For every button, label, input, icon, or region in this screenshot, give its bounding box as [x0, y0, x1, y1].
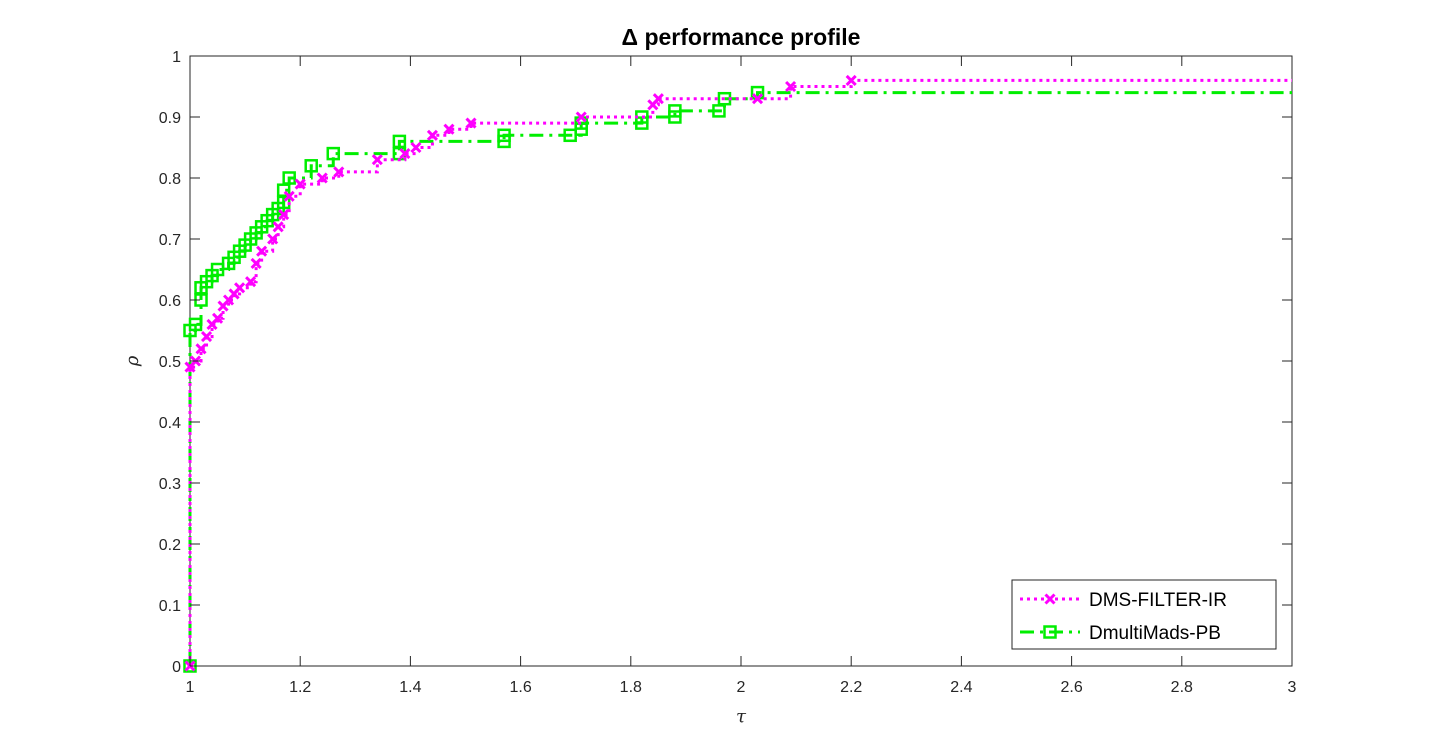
chart-title: Δ performance profile [622, 24, 861, 50]
series-0-point-stroke-b [256, 245, 268, 257]
legend-swatch-marker-stroke-b [1044, 593, 1056, 605]
series-0-point-stroke-b [267, 233, 279, 245]
x-tick-label: 2.6 [1060, 679, 1082, 696]
series-0-point [294, 178, 306, 190]
series-0-point [250, 257, 262, 269]
series-0-point [211, 312, 224, 324]
series-0-point-stroke-b [410, 141, 422, 154]
series-0-point-stroke-b [575, 111, 587, 123]
series-0-point-stroke-b [333, 166, 345, 178]
y-tick-label: 0.5 [159, 354, 181, 371]
series-0-point-stroke-b [316, 172, 328, 184]
series-0-point [652, 93, 664, 105]
series-1-point [497, 128, 511, 143]
series-0-point-stroke-b [200, 331, 213, 343]
series-0-point-stroke-b [751, 93, 764, 105]
series-0 [184, 74, 1292, 672]
y-tick-label: 0 [172, 659, 181, 676]
series-0-point-stroke-b [443, 123, 455, 135]
series-0-point-stroke-b [195, 343, 207, 355]
series-layer [183, 74, 1292, 673]
series-line-0 [188, 78, 1292, 666]
x-tick-label: 1.8 [620, 679, 642, 696]
series-0-point-stroke-b [283, 190, 295, 202]
series-0-point [426, 129, 439, 141]
series-0-point [575, 111, 587, 123]
y-tick-label: 0.2 [159, 537, 181, 554]
x-tick-label: 1.2 [289, 679, 311, 696]
series-1-point [668, 104, 682, 118]
series-0-point-stroke-b [371, 154, 383, 166]
x-axis-label: τ [736, 706, 747, 727]
series-0-point [272, 221, 284, 233]
y-tick-label: 0.7 [159, 232, 181, 249]
legend: DMS-FILTER-IR DmultiMads-PB [1011, 579, 1277, 650]
legend-label: DMS-FILTER-IR [1089, 590, 1227, 611]
series-1-point [188, 317, 203, 332]
series-0-point-stroke-b [426, 129, 439, 141]
y-tick-label: 0.1 [159, 598, 181, 615]
legend-swatch-marker [1044, 593, 1056, 605]
y-axis-label: ρ [122, 355, 143, 367]
x-tick-label: 1 [186, 679, 195, 696]
series-0-point [410, 141, 422, 154]
series-0-point [195, 343, 207, 355]
x-tick-label: 1.4 [399, 679, 421, 696]
series-1-point [326, 146, 341, 161]
x-tick-label: 2.2 [840, 679, 862, 696]
series-0-point-stroke-b [785, 80, 797, 93]
x-tick-label: 2 [737, 679, 746, 696]
series-0-point [256, 245, 268, 257]
legend-entry-1: DmultiMads-PB [1020, 623, 1221, 644]
axes-box [189, 55, 1293, 667]
y-tick-label: 0.9 [159, 110, 181, 127]
series-0-point [371, 154, 383, 166]
y-tick-label: 0.8 [159, 171, 181, 188]
y-tick-label: 1 [172, 49, 181, 66]
legend-label: DmultiMads-PB [1089, 623, 1221, 644]
series-0-point-stroke-b [465, 117, 477, 129]
series-0-point-stroke-b [272, 221, 284, 233]
series-0-point [333, 166, 345, 178]
series-0-point-stroke-b [245, 276, 257, 288]
series-0-point [234, 282, 246, 294]
series-0-point [399, 148, 411, 160]
plot-area: 1 1.2 1.4 1.6 1.8 2 2.2 2.4 2.6 2.8 3 0 0.1 0.2 0.3 0.4… [159, 49, 1297, 696]
x-tick-label: 2.8 [1171, 679, 1193, 696]
series-0-point [278, 209, 290, 221]
y-tick-label: 0.3 [159, 476, 181, 493]
y-tick-label: 0.4 [159, 415, 181, 432]
series-0-point [200, 331, 213, 343]
series-0-point-stroke-b [278, 209, 290, 221]
series-0-point-stroke-b [399, 148, 411, 160]
x-tick-label: 3 [1288, 679, 1297, 696]
series-0-point-stroke-b [234, 282, 246, 294]
series-1-point [304, 159, 318, 173]
series-0-point [443, 123, 455, 135]
series-0-point [845, 74, 857, 86]
series-0-point-stroke-b [250, 257, 262, 269]
series-1 [183, 85, 1292, 673]
y-tick-label: 0.6 [159, 293, 181, 310]
series-0-point-stroke-b [845, 74, 857, 86]
series-0-point-stroke-b [294, 178, 306, 190]
series-0-point [785, 80, 797, 93]
series-0-point [267, 233, 279, 245]
ticks-layer: 1 1.2 1.4 1.6 1.8 2 2.2 2.4 2.6 2.8 3 0 0.1 0.2 0.3 0.4… [159, 49, 1297, 696]
legend-entry-0: DMS-FILTER-IR [1020, 590, 1227, 611]
series-0-point-stroke-b [652, 93, 664, 105]
legend-items: DMS-FILTER-IR DmultiMads-PB [1020, 590, 1227, 644]
legend-swatch-marker [1043, 625, 1057, 639]
x-tick-label: 1.6 [509, 679, 531, 696]
series-0-point [751, 93, 764, 105]
series-0-point [283, 190, 295, 202]
series-0-point-stroke-b [211, 312, 224, 324]
series-0-point [316, 172, 328, 184]
series-0-point [245, 276, 257, 288]
series-0-point [465, 117, 477, 129]
series-1-point [282, 171, 296, 185]
x-tick-label: 2.4 [950, 679, 972, 696]
series-1-point [392, 134, 407, 149]
